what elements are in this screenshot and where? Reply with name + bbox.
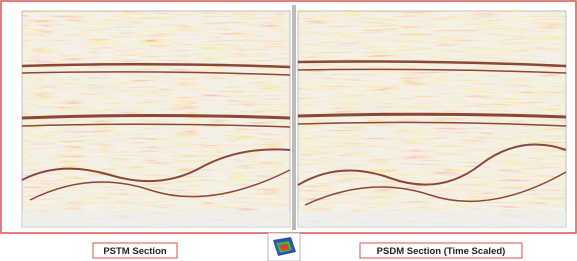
icon [268,233,300,261]
figure: PSTM Section PSDM Section (Time Scaled) [0,0,577,261]
panel-label: PSTM Section [103,246,167,257]
psdm-panel [298,11,566,227]
panel-label: PSDM Section (Time Scaled) [377,246,506,257]
pstm-panel [22,11,290,227]
page: PSTM Section PSDM Section (Time Scaled) … [0,0,577,261]
